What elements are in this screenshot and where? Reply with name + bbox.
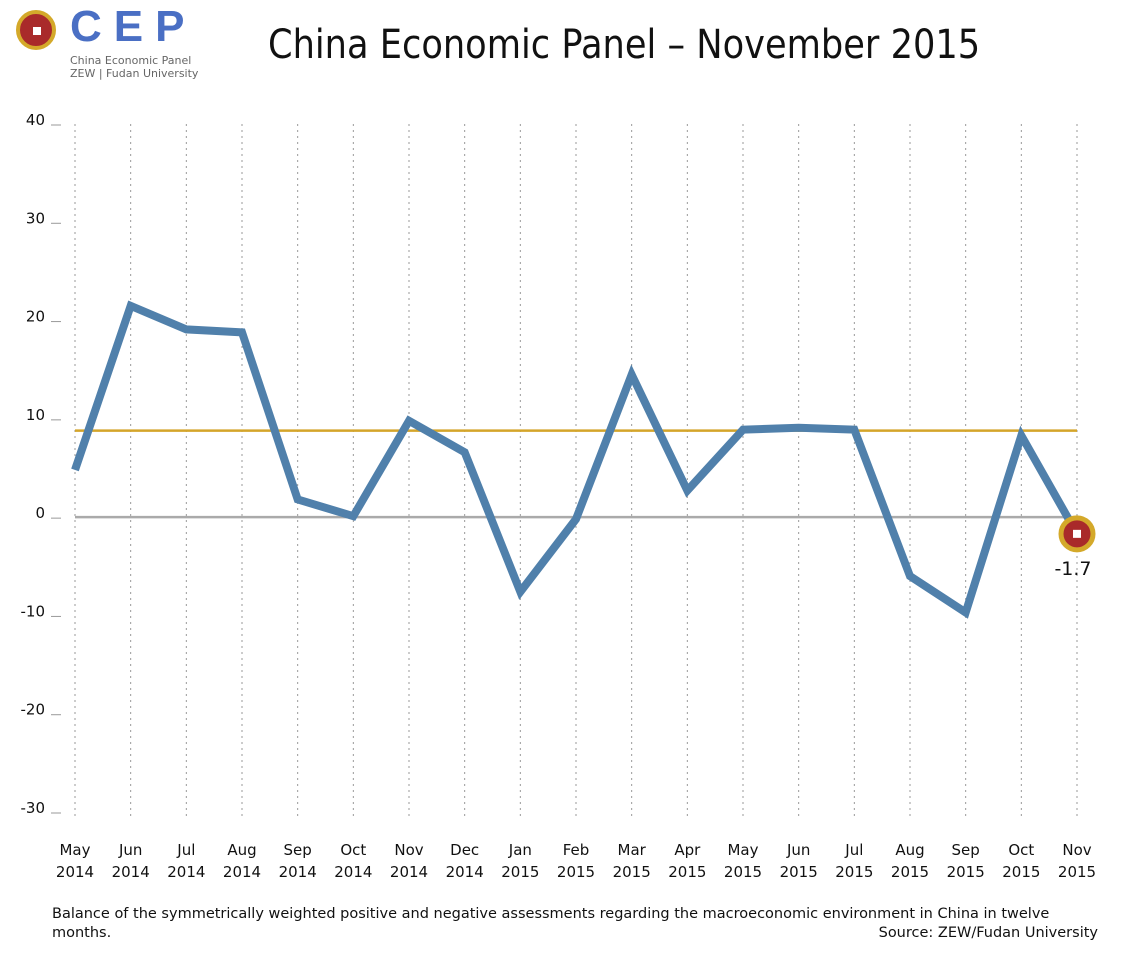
x-tick-label-year: 2015 (724, 863, 762, 881)
x-tick-label-month: Aug (895, 841, 924, 859)
logo-text: CEP (70, 2, 197, 51)
x-tick-label-year: 2014 (279, 863, 317, 881)
y-tick-label: 40 (26, 111, 45, 129)
marker-square (1073, 529, 1081, 538)
x-tick-label-year: 2014 (390, 863, 428, 881)
x-tick-label-month: Feb (563, 841, 590, 859)
footnote-text: Balance of the symmetrically weighted po… (52, 906, 1050, 941)
y-tick-label: 10 (26, 406, 45, 424)
x-tick-label-month: Aug (227, 841, 256, 859)
logo-line2: ZEW | Fudan University (70, 67, 199, 80)
y-tick-label: -30 (21, 799, 46, 817)
chart-title: China Economic Panel – November 2015 (268, 22, 981, 68)
x-tick-label-month: Mar (618, 841, 647, 859)
x-tick-label-month: Sep (952, 841, 980, 859)
x-tick-label-year: 2014 (112, 863, 150, 881)
x-tick-label-year: 2014 (446, 863, 484, 881)
last-value-label: -1.7 (1054, 558, 1091, 580)
x-tick-label-year: 2015 (1058, 863, 1096, 881)
x-tick-label-month: Jun (786, 841, 810, 859)
logo-subtitle: China Economic Panel ZEW | Fudan Univers… (70, 54, 198, 80)
y-tick-label: 0 (35, 504, 45, 522)
coin-icon (16, 10, 56, 50)
x-tick-label-year: 2014 (167, 863, 205, 881)
x-tick-label-year: 2015 (947, 863, 985, 881)
x-tick-label-year: 2015 (835, 863, 873, 881)
x-tick-label-month: Oct (1008, 841, 1034, 859)
x-tick-label-month: Nov (1062, 841, 1091, 859)
x-tick-label-year: 2014 (56, 863, 94, 881)
footnote: Balance of the symmetrically weighted po… (52, 905, 1098, 943)
x-tick-label-year: 2015 (668, 863, 706, 881)
x-tick-label-month: Nov (394, 841, 423, 859)
x-tick-label-month: Jan (508, 841, 532, 859)
source-text: Source: ZEW/Fudan University (878, 925, 1098, 941)
x-tick-label-month: May (727, 841, 758, 859)
x-tick-label-year: 2015 (780, 863, 818, 881)
x-tick-label-year: 2015 (557, 863, 595, 881)
logo-line1: China Economic Panel (70, 54, 192, 67)
x-tick-label-year: 2015 (891, 863, 929, 881)
x-tick-label-year: 2014 (334, 863, 372, 881)
y-tick-label: -20 (21, 701, 46, 719)
x-tick-label-month: Apr (674, 841, 701, 859)
x-tick-label-year: 2015 (501, 863, 539, 881)
series-line (71, 300, 1081, 619)
x-tick-label-year: 2015 (613, 863, 651, 881)
cep-logo: CEP China Economic Panel ZEW | Fudan Uni… (16, 2, 216, 83)
x-tick-label-year: 2015 (1002, 863, 1040, 881)
x-tick-label-month: Jul (844, 841, 863, 859)
y-tick-label: 20 (26, 308, 45, 326)
x-tick-label-month: May (59, 841, 90, 859)
x-tick-label-month: Sep (284, 841, 312, 859)
x-tick-label-month: Jul (176, 841, 195, 859)
x-tick-label-month: Oct (340, 841, 366, 859)
y-tick-label: -10 (21, 602, 46, 620)
x-tick-label-month: Dec (450, 841, 479, 859)
x-tick-label-month: Jun (118, 841, 142, 859)
y-tick-label: 30 (26, 209, 45, 227)
x-tick-label-year: 2014 (223, 863, 261, 881)
